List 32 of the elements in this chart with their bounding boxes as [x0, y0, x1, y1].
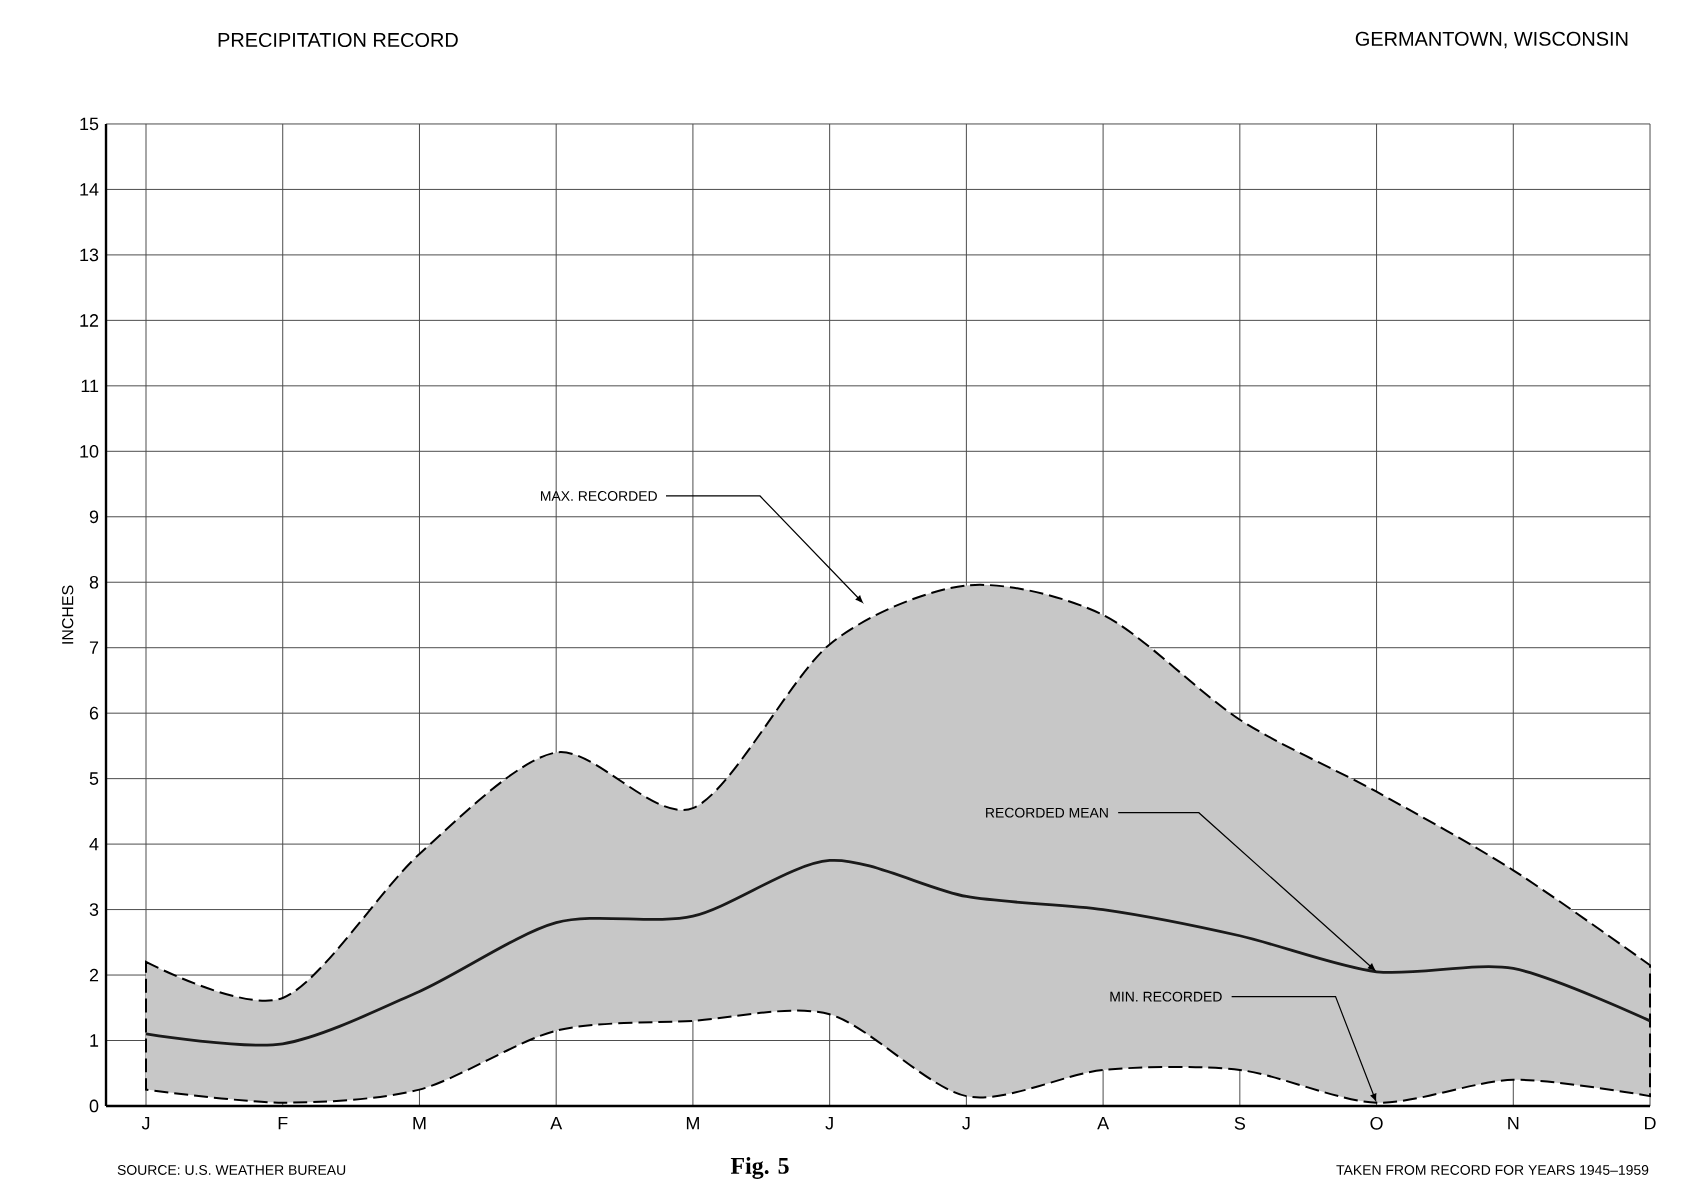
y-tick-label: 8 — [89, 575, 99, 589]
x-tick-label: J — [825, 1116, 833, 1130]
chart-subtitle: GERMANTOWN, WISCONSIN — [1355, 31, 1628, 49]
y-tick-label: 13 — [80, 248, 99, 262]
x-tick-label: A — [550, 1116, 563, 1130]
y-tick-label: 2 — [89, 968, 99, 982]
y-tick-label: 6 — [89, 706, 99, 720]
y-tick-label: 14 — [80, 183, 99, 196]
y-tick-label: 0 — [89, 1099, 99, 1113]
y-tick-label: 4 — [89, 837, 99, 851]
y-tick-label: 7 — [89, 641, 99, 654]
x-tick-label: M — [413, 1116, 426, 1130]
x-tick-label: A — [1097, 1116, 1110, 1130]
y-tick-label: 3 — [89, 903, 99, 916]
x-tick-label: O — [1370, 1116, 1383, 1130]
x-tick-label: N — [1508, 1116, 1519, 1130]
y-tick-label: 5 — [89, 772, 99, 785]
y-tick-label: 9 — [89, 510, 99, 524]
x-tick-label: F — [278, 1116, 288, 1130]
line-series — [144, 859, 1652, 1047]
y-tick-label: 10 — [80, 444, 99, 458]
y-tick-label: 15 — [80, 117, 99, 131]
caption: Fig. 5 — [730, 1157, 789, 1179]
chart-title: PRECIPITATION RECORD — [218, 32, 458, 48]
x-tick-label: J — [141, 1116, 150, 1130]
x-tick-label: D — [1645, 1116, 1656, 1130]
y-tick-label: 12 — [80, 314, 99, 327]
x-tick-label: M — [686, 1116, 699, 1130]
x-tick-label: J — [962, 1116, 970, 1130]
y-tick-label: 11 — [81, 379, 99, 392]
y-tick-label: 1 — [90, 1034, 99, 1047]
x-tick-label: S — [1234, 1116, 1246, 1130]
